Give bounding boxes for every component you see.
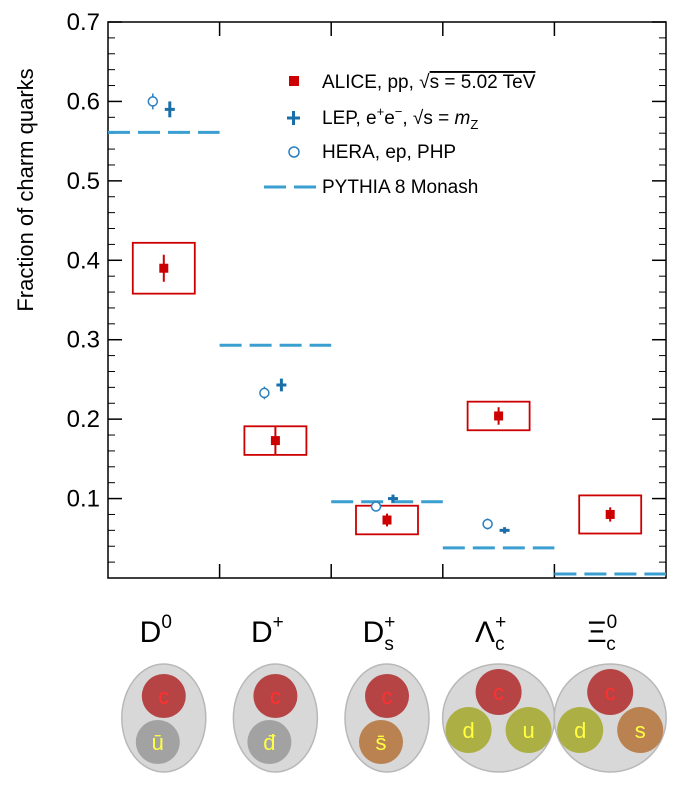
quark-label: c: [382, 684, 393, 709]
legend-label-alice: ALICE, pp, √s = 5.02 TeV: [322, 72, 536, 93]
hera-series: [147, 93, 493, 530]
quark-label: u: [522, 718, 534, 743]
y-tick-label: 0.2: [67, 406, 100, 433]
quark-label: c: [493, 680, 504, 705]
legend-label-lep: LEP, e+e−, √s = mZ: [322, 104, 478, 132]
quark-label: c: [605, 680, 616, 705]
hera-point: [482, 518, 493, 530]
quark-ball: [365, 674, 409, 718]
quark-ball: [475, 669, 522, 715]
category-label: D+: [251, 612, 284, 649]
legend-label-hera: HERA, ep, PHP: [322, 142, 456, 163]
y-tick-label: 0.7: [67, 9, 100, 36]
quark-ball: [587, 669, 634, 715]
y-tick-label: 0.4: [67, 247, 100, 274]
quark-label: s: [635, 718, 646, 743]
quark-ball: [359, 720, 403, 764]
quark-ball: [505, 707, 552, 753]
alice-point: [382, 515, 392, 525]
quark-label: c: [158, 684, 169, 709]
y-tick-label: 0.1: [67, 486, 100, 513]
alice-point: [605, 509, 615, 519]
quark-ball: [247, 720, 292, 764]
category-label: Λ+ c: [475, 612, 506, 655]
hera-point: [370, 501, 382, 512]
alice-point: [270, 436, 280, 446]
quark-label: đ: [263, 730, 276, 755]
quark-ball: [617, 707, 664, 753]
x-axis-ticks: [218, 22, 556, 578]
category-label: D+ s: [363, 612, 396, 655]
alice-syst-box: [578, 494, 643, 535]
quark-label: s̄: [376, 730, 387, 755]
quark-ball: [445, 707, 492, 753]
legend: ALICE, pp, √s = 5.02 TeV LEP, e+e−, √s =…: [264, 72, 536, 198]
alice-syst-box: [466, 400, 531, 432]
quark-label: d: [462, 718, 474, 743]
quark-label: d: [574, 718, 586, 743]
plot-frame: [107, 21, 667, 579]
legend-label-pythia: PYTHIA 8 Monash: [322, 177, 478, 198]
quark-label: ū: [152, 730, 164, 755]
legend-marker-alice: [289, 76, 299, 86]
y-tick-label: 0.6: [67, 88, 100, 115]
hera-point: [147, 96, 159, 107]
category-labels: D0 D+ D+ s Λ+ c Ξ0 c: [140, 612, 618, 655]
quark-ball: [557, 707, 604, 753]
alice-syst-box: [243, 425, 308, 456]
y-tick-label: 0.5: [67, 168, 100, 195]
quark-ball: [253, 674, 298, 718]
legend-marker-hera: [288, 146, 300, 158]
alice-syst-box: [355, 504, 419, 536]
lep-series: [164, 101, 510, 534]
pythia-series: [108, 130, 666, 576]
y-tick-label: 0.3: [67, 327, 100, 354]
alice-syst-box: [131, 241, 196, 295]
quark-label: c: [270, 684, 281, 709]
y-axis-ticks: 0.1 0.2 0.3 0.4 0.5 0.6 0.7: [67, 9, 666, 563]
quark-ball: [141, 674, 186, 718]
hera-point: [259, 387, 270, 399]
alice-point: [494, 411, 504, 421]
legend-marker-lep: [287, 111, 300, 125]
alice-point: [159, 263, 169, 273]
y-axis-label: Fraction of charm quarks: [13, 68, 38, 311]
category-label: D0: [140, 612, 172, 649]
quark-ball: [135, 720, 180, 764]
category-label: Ξ0 c: [587, 612, 617, 655]
alice-series: [131, 241, 643, 536]
